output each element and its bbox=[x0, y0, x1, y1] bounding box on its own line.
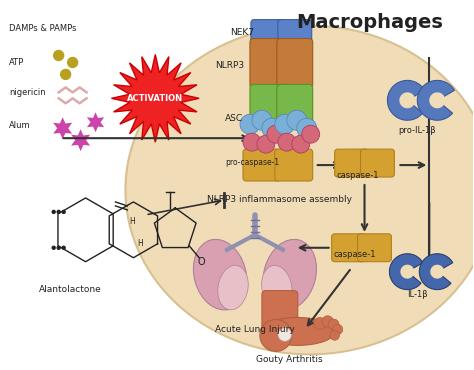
FancyBboxPatch shape bbox=[335, 149, 368, 177]
Ellipse shape bbox=[193, 239, 247, 310]
Polygon shape bbox=[53, 117, 72, 139]
Circle shape bbox=[328, 319, 339, 330]
Circle shape bbox=[243, 133, 261, 151]
Circle shape bbox=[278, 327, 292, 342]
FancyBboxPatch shape bbox=[277, 84, 313, 126]
Polygon shape bbox=[71, 129, 90, 151]
Circle shape bbox=[330, 331, 339, 340]
Ellipse shape bbox=[262, 265, 292, 310]
FancyBboxPatch shape bbox=[278, 20, 312, 44]
Text: H: H bbox=[129, 217, 135, 226]
Circle shape bbox=[275, 114, 295, 134]
Wedge shape bbox=[401, 265, 414, 279]
Circle shape bbox=[240, 114, 260, 134]
Wedge shape bbox=[419, 254, 453, 290]
Circle shape bbox=[61, 70, 71, 80]
Circle shape bbox=[68, 57, 78, 67]
Ellipse shape bbox=[218, 265, 248, 310]
FancyBboxPatch shape bbox=[357, 234, 392, 262]
Polygon shape bbox=[87, 112, 104, 132]
Text: Gouty Arthritis: Gouty Arthritis bbox=[256, 355, 323, 364]
Text: pro-IL-1β: pro-IL-1β bbox=[399, 126, 436, 135]
Circle shape bbox=[52, 211, 55, 213]
Circle shape bbox=[260, 319, 292, 352]
Circle shape bbox=[57, 246, 60, 249]
Text: pro-caspase-1: pro-caspase-1 bbox=[225, 158, 279, 166]
Circle shape bbox=[252, 110, 272, 130]
Text: DAMPs & PAMPs: DAMPs & PAMPs bbox=[9, 24, 76, 33]
FancyBboxPatch shape bbox=[250, 84, 286, 126]
Circle shape bbox=[257, 135, 275, 153]
Text: nigericin: nigericin bbox=[9, 88, 46, 97]
Wedge shape bbox=[390, 254, 423, 290]
Circle shape bbox=[57, 211, 60, 213]
Circle shape bbox=[322, 316, 333, 327]
Text: Alum: Alum bbox=[9, 121, 30, 130]
Text: Acute Lung Injury: Acute Lung Injury bbox=[215, 325, 295, 334]
Wedge shape bbox=[400, 92, 415, 108]
Text: NEK7: NEK7 bbox=[230, 28, 254, 37]
Circle shape bbox=[297, 118, 317, 138]
Ellipse shape bbox=[260, 317, 335, 346]
Polygon shape bbox=[111, 54, 199, 142]
FancyBboxPatch shape bbox=[262, 290, 298, 340]
Text: ATP: ATP bbox=[9, 58, 24, 67]
Circle shape bbox=[54, 51, 64, 60]
Circle shape bbox=[278, 133, 296, 151]
Circle shape bbox=[267, 125, 285, 143]
Text: ASC: ASC bbox=[225, 114, 243, 123]
FancyBboxPatch shape bbox=[361, 149, 394, 177]
Text: NLRP3: NLRP3 bbox=[215, 61, 244, 70]
Text: caspase-1: caspase-1 bbox=[333, 250, 376, 259]
FancyBboxPatch shape bbox=[251, 20, 285, 44]
Circle shape bbox=[287, 110, 307, 130]
Circle shape bbox=[314, 317, 326, 329]
Ellipse shape bbox=[263, 239, 317, 310]
FancyBboxPatch shape bbox=[277, 38, 313, 88]
Circle shape bbox=[62, 211, 65, 213]
FancyBboxPatch shape bbox=[275, 149, 313, 181]
Circle shape bbox=[333, 324, 343, 334]
Wedge shape bbox=[429, 92, 445, 108]
Circle shape bbox=[62, 246, 65, 249]
FancyBboxPatch shape bbox=[250, 38, 286, 88]
Circle shape bbox=[52, 246, 55, 249]
Wedge shape bbox=[430, 265, 444, 279]
Circle shape bbox=[292, 135, 310, 153]
Text: O: O bbox=[197, 257, 205, 267]
Text: caspase-1: caspase-1 bbox=[336, 171, 379, 179]
Wedge shape bbox=[417, 80, 455, 120]
Text: IL-1β: IL-1β bbox=[407, 290, 428, 299]
Wedge shape bbox=[387, 80, 425, 120]
Text: H: H bbox=[137, 239, 143, 248]
Text: Macrophages: Macrophages bbox=[296, 13, 443, 32]
FancyBboxPatch shape bbox=[243, 149, 281, 181]
Circle shape bbox=[262, 118, 282, 138]
Circle shape bbox=[302, 125, 319, 143]
Text: Alantolactone: Alantolactone bbox=[39, 285, 102, 294]
Text: NLRP3 inflammasome assembly: NLRP3 inflammasome assembly bbox=[207, 195, 352, 205]
FancyBboxPatch shape bbox=[332, 234, 365, 262]
Ellipse shape bbox=[126, 26, 474, 354]
Text: ACTIVATION: ACTIVATION bbox=[127, 94, 183, 103]
